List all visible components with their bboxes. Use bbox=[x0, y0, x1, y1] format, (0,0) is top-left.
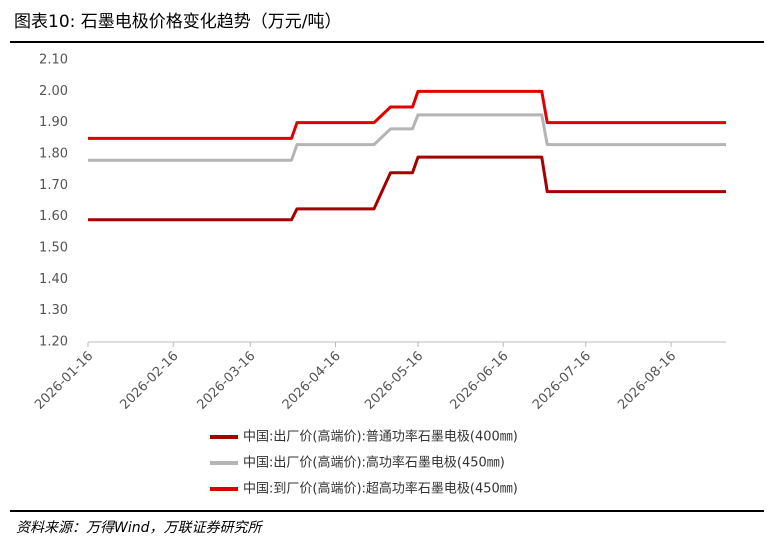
y-tick-label: 2.10 bbox=[39, 53, 68, 68]
y-tick-label: 1.20 bbox=[39, 335, 68, 350]
y-tick-label: 1.40 bbox=[39, 272, 68, 287]
x-tick-label: 2026-05-16 bbox=[362, 349, 426, 413]
y-tick-label: 1.30 bbox=[39, 303, 68, 318]
series-line bbox=[88, 89, 726, 140]
legend-label: 中国:出厂价(高端价):高功率石墨电极(450㎜) bbox=[243, 455, 505, 471]
x-tick-label: 2026-02-16 bbox=[118, 349, 182, 413]
series-line bbox=[88, 155, 726, 222]
source-note: 资料来源：万得Wind，万联证券研究所 bbox=[16, 520, 263, 536]
legend-label: 中国:出厂价(高端价):普通功率石墨电极(400㎜) bbox=[243, 429, 518, 445]
legend-label: 中国:到厂价(高端价):超高功率石墨电极(450㎜) bbox=[243, 481, 518, 497]
x-tick-label: 2026-08-16 bbox=[615, 349, 679, 413]
x-tick-label: 2026-06-16 bbox=[448, 349, 512, 413]
y-tick-label: 2.00 bbox=[39, 84, 68, 99]
y-tick-label: 1.60 bbox=[39, 209, 68, 224]
y-tick-label: 1.50 bbox=[39, 241, 68, 256]
x-tick-label: 2026-04-16 bbox=[280, 349, 344, 413]
series-line bbox=[88, 113, 726, 162]
y-tick-label: 1.80 bbox=[39, 147, 68, 162]
x-tick-label: 2026-03-16 bbox=[195, 349, 259, 413]
y-tick-label: 1.70 bbox=[39, 178, 68, 193]
y-tick-label: 1.90 bbox=[39, 115, 68, 130]
chart-title: 图表10: 石墨电极价格变化趋势（万元/吨） bbox=[14, 12, 342, 32]
x-tick-label: 2026-01-16 bbox=[32, 349, 96, 413]
x-tick-label: 2026-07-16 bbox=[530, 349, 594, 413]
